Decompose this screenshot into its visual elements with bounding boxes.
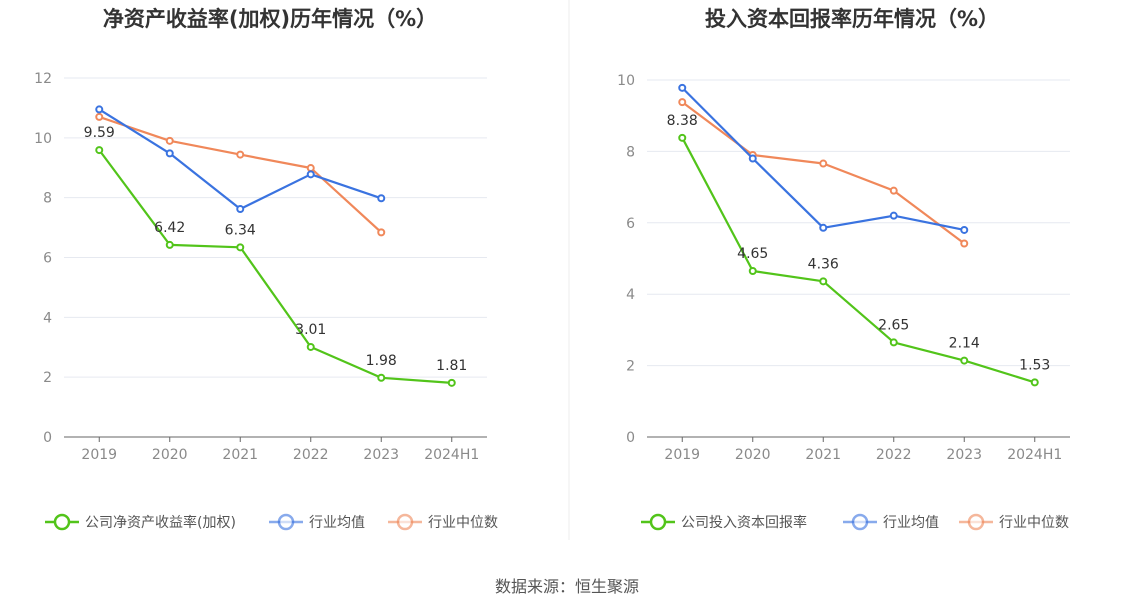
legend-item: 行业均值 — [843, 513, 939, 531]
chart-2: 投入资本回报率历年情况（%） 0 2 4 6 8 10 2019 2020 2021 2022 202… — [617, 7, 1070, 531]
data-source-note: 数据来源：恒生聚源 — [495, 577, 639, 596]
legend-marker-median — [967, 513, 985, 531]
data-point-company — [377, 373, 386, 382]
legend-marker-median — [396, 513, 414, 531]
data-point-median — [236, 150, 245, 159]
y-tick-label: 6 — [626, 216, 635, 232]
data-label: 1.53 — [1019, 357, 1050, 373]
data-point-avg — [960, 225, 969, 234]
data-point-avg — [748, 154, 757, 163]
y-tick-label: 0 — [626, 430, 635, 446]
data-label: 4.36 — [808, 256, 839, 272]
series-line-company — [681, 137, 1036, 384]
data-label: 1.81 — [436, 358, 467, 374]
legend-item: 行业中位数 — [388, 513, 498, 531]
data-point-avg — [889, 211, 898, 220]
data-label: 9.59 — [84, 125, 115, 141]
legend-label: 行业中位数 — [428, 515, 498, 531]
data-label: 6.34 — [225, 222, 256, 238]
data-point-median — [960, 239, 969, 248]
legend-label: 行业均值 — [309, 515, 365, 531]
data-label: 6.42 — [154, 220, 185, 236]
data-label: 1.98 — [366, 353, 397, 369]
y-tick-label: 0 — [43, 430, 52, 446]
x-tick-label: 2020 — [152, 447, 188, 463]
x-tick-label: 2019 — [81, 447, 117, 463]
y-tick-label: 4 — [43, 310, 52, 326]
data-label: 3.01 — [295, 322, 326, 338]
data-point-company — [165, 240, 174, 249]
data-point-median — [889, 186, 898, 195]
data-point-company — [236, 243, 245, 252]
data-point-median — [165, 136, 174, 145]
x-tick-label: 2024H1 — [1007, 447, 1062, 463]
data-label: 8.38 — [667, 113, 698, 129]
y-tick-label: 4 — [626, 287, 635, 303]
x-tick-label: 2023 — [363, 447, 399, 463]
legend-marker-avg — [277, 513, 295, 531]
legend-label: 行业中位数 — [999, 515, 1069, 531]
data-label: 2.14 — [949, 336, 980, 352]
legend-item: 行业中位数 — [959, 513, 1069, 531]
legend-marker-company — [53, 513, 71, 531]
data-point-avg — [377, 194, 386, 203]
data-point-avg — [306, 170, 315, 179]
chart-1: 净资产收益率(加权)历年情况（%） 0 2 4 6 8 10 12 2019 2020 2021 20… — [34, 7, 498, 531]
chart-title: 投入资本回报率历年情况（%） — [705, 7, 999, 31]
x-tick-label: 2019 — [664, 447, 700, 463]
data-point-company — [889, 338, 898, 347]
x-tick-label: 2022 — [876, 447, 912, 463]
data-point-median — [678, 98, 687, 107]
data-point-company — [1030, 378, 1039, 387]
data-point-median — [819, 159, 828, 168]
data-point-avg — [678, 83, 687, 92]
data-point-company — [960, 356, 969, 365]
series-line-avg — [681, 87, 965, 231]
data-point-median — [95, 112, 104, 121]
data-point-avg — [819, 223, 828, 232]
legend-item: 行业均值 — [269, 513, 365, 531]
y-tick-label: 8 — [626, 144, 635, 160]
legend-label: 公司净资产收益率(加权) — [85, 514, 236, 531]
y-tick-label: 2 — [626, 359, 635, 375]
y-tick-label: 10 — [617, 73, 635, 89]
y-tick-label: 2 — [43, 370, 52, 386]
data-point-company — [819, 277, 828, 286]
x-tick-label: 2022 — [293, 447, 329, 463]
y-tick-label: 10 — [34, 131, 52, 147]
x-tick-label: 2020 — [735, 447, 771, 463]
data-label: 4.65 — [737, 246, 768, 262]
x-tick-label: 2021 — [805, 447, 841, 463]
legend-marker-company — [649, 513, 667, 531]
data-point-avg — [236, 205, 245, 214]
legend-marker-avg — [851, 513, 869, 531]
legend-item: 公司净资产收益率(加权) — [45, 513, 236, 531]
x-tick-label: 2021 — [222, 447, 258, 463]
data-point-company — [678, 133, 687, 142]
legend-label: 公司投入资本回报率 — [681, 514, 807, 531]
series-line-company — [98, 149, 452, 384]
y-tick-label: 6 — [43, 251, 52, 267]
data-point-company — [95, 146, 104, 155]
x-tick-label: 2024H1 — [424, 447, 479, 463]
data-point-company — [306, 342, 315, 351]
data-point-median — [306, 164, 315, 173]
legend-label: 行业均值 — [883, 515, 939, 531]
y-tick-label: 12 — [34, 71, 52, 87]
data-point-company — [447, 378, 456, 387]
y-tick-label: 8 — [43, 191, 52, 207]
data-point-avg — [95, 105, 104, 114]
legend-item: 公司投入资本回报率 — [641, 513, 807, 531]
chart-title: 净资产收益率(加权)历年情况（%） — [103, 7, 437, 31]
data-point-company — [748, 266, 757, 275]
data-point-median — [377, 228, 386, 237]
x-tick-label: 2023 — [946, 447, 982, 463]
data-label: 2.65 — [878, 317, 909, 333]
series-line-median — [98, 115, 383, 234]
data-point-avg — [165, 149, 174, 158]
